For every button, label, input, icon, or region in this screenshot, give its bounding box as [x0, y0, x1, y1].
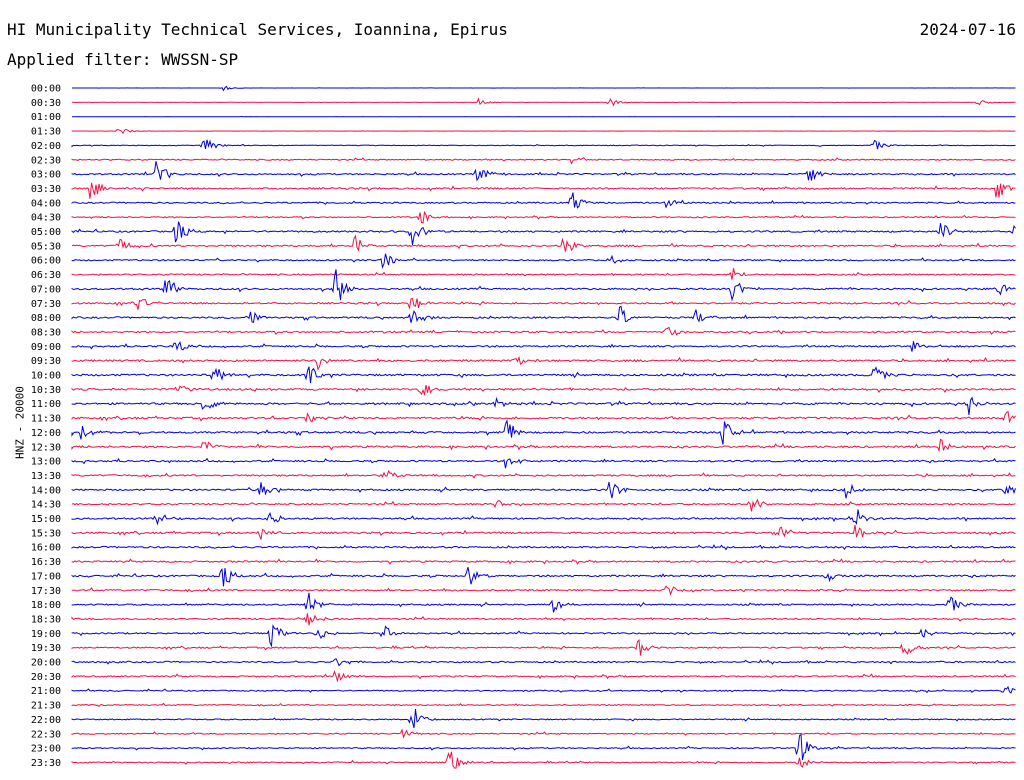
trace-line — [71, 210, 1016, 224]
trace-line — [71, 305, 1016, 324]
trace-line — [71, 182, 1016, 199]
trace-line — [71, 524, 1016, 540]
trace-line — [71, 481, 1016, 499]
row-time-label: 06:00 — [31, 256, 61, 267]
row-time-label: 23:00 — [31, 744, 61, 755]
row-time-label: 18:30 — [31, 614, 61, 625]
row-time-label: 03:30 — [31, 184, 61, 195]
trace-line — [71, 253, 1016, 270]
trace-line — [71, 728, 1016, 739]
row-time-label: 01:00 — [31, 112, 61, 123]
trace-line — [71, 157, 1016, 165]
trace-line — [71, 592, 1016, 613]
row-time-label: 13:30 — [31, 471, 61, 482]
row-time-label: 19:00 — [31, 629, 61, 640]
row-time-label: 18:00 — [31, 600, 61, 611]
row-time-label: 16:00 — [31, 543, 61, 554]
row-time-label: 09:00 — [31, 342, 61, 353]
row-time-label: 22:30 — [31, 729, 61, 740]
row-time-label: 10:30 — [31, 385, 61, 396]
trace-line — [71, 396, 1016, 415]
row-time-label: 06:30 — [31, 270, 61, 281]
row-time-label: 08:30 — [31, 327, 61, 338]
row-time-label: 11:00 — [31, 399, 61, 410]
row-time-label: 10:00 — [31, 371, 61, 382]
row-time-label: 14:00 — [31, 485, 61, 496]
trace-line — [71, 544, 1016, 551]
trace-line — [71, 702, 1016, 707]
trace-line — [71, 234, 1016, 252]
trace-line — [71, 733, 1016, 761]
trace-line — [71, 139, 1016, 150]
row-time-label: 15:00 — [31, 514, 61, 525]
trace-line — [71, 438, 1016, 453]
row-time-label: 07:30 — [31, 299, 61, 310]
trace-line — [71, 366, 1016, 384]
row-time-label: 17:00 — [31, 571, 61, 582]
row-time-label: 04:30 — [31, 213, 61, 224]
trace-line — [71, 457, 1016, 469]
trace-line — [72, 85, 1016, 92]
row-time-label: 00:30 — [31, 98, 61, 109]
trace-line — [72, 97, 1016, 107]
trace-line — [71, 192, 1016, 209]
trace-line — [71, 566, 1016, 587]
row-time-label: 05:30 — [31, 241, 61, 252]
trace-line — [71, 751, 1016, 769]
row-time-label: 05:00 — [31, 227, 61, 238]
row-time-label: 15:30 — [31, 528, 61, 539]
row-time-label: 07:00 — [31, 284, 61, 295]
row-time-label: 02:00 — [31, 141, 61, 152]
row-time-label: 16:30 — [31, 557, 61, 568]
trace-line — [71, 355, 1016, 371]
trace-line — [71, 418, 1016, 445]
date-label: 2024-07-16 — [919, 20, 1016, 39]
trace-line — [71, 498, 1016, 512]
trace-line — [71, 708, 1016, 729]
row-time-label: 22:00 — [31, 715, 61, 726]
trace-line — [71, 128, 1016, 135]
trace-line — [71, 558, 1016, 565]
trace-line — [71, 670, 1016, 683]
trace-line — [71, 221, 1016, 245]
trace-line — [71, 469, 1016, 479]
trace-line — [71, 269, 1016, 302]
row-time-label: 01:30 — [31, 127, 61, 138]
trace-line — [71, 685, 1016, 694]
row-time-label: 20:00 — [31, 658, 61, 669]
trace-line — [71, 326, 1016, 336]
row-time-label: 21:30 — [31, 701, 61, 712]
row-time-label: 12:30 — [31, 442, 61, 453]
trace-line — [71, 268, 1016, 280]
trace-line — [71, 585, 1016, 596]
row-time-label: 08:00 — [31, 313, 61, 324]
row-time-label: 23:30 — [31, 758, 61, 769]
row-time-label: 03:00 — [31, 170, 61, 181]
row-time-label: 20:30 — [31, 672, 61, 683]
row-time-label: 09:30 — [31, 356, 61, 367]
trace-line — [71, 385, 1016, 397]
trace-line — [71, 638, 1016, 656]
trace-line — [71, 624, 1016, 648]
row-time-label: 21:00 — [31, 686, 61, 697]
trace-line — [71, 297, 1016, 310]
row-time-label: 17:30 — [31, 586, 61, 597]
row-time-label: 13:00 — [31, 457, 61, 468]
row-time-label: 14:30 — [31, 500, 61, 511]
station-title: HI Municipality Technical Services, Ioan… — [7, 20, 508, 39]
row-time-label: 12:00 — [31, 428, 61, 439]
row-time-label: 02:30 — [31, 155, 61, 166]
trace-line — [71, 613, 1016, 626]
trace-line — [71, 509, 1016, 526]
trace-line — [71, 341, 1016, 352]
row-time-label: 00:00 — [31, 84, 61, 95]
trace-line — [71, 657, 1016, 667]
trace-line — [71, 161, 1016, 182]
filter-label: Applied filter: WWSSN-SP — [7, 50, 239, 69]
row-time-label: 19:30 — [31, 643, 61, 654]
row-time-label: 04:00 — [31, 198, 61, 209]
row-time-label: 11:30 — [31, 414, 61, 425]
trace-line — [71, 410, 1016, 424]
